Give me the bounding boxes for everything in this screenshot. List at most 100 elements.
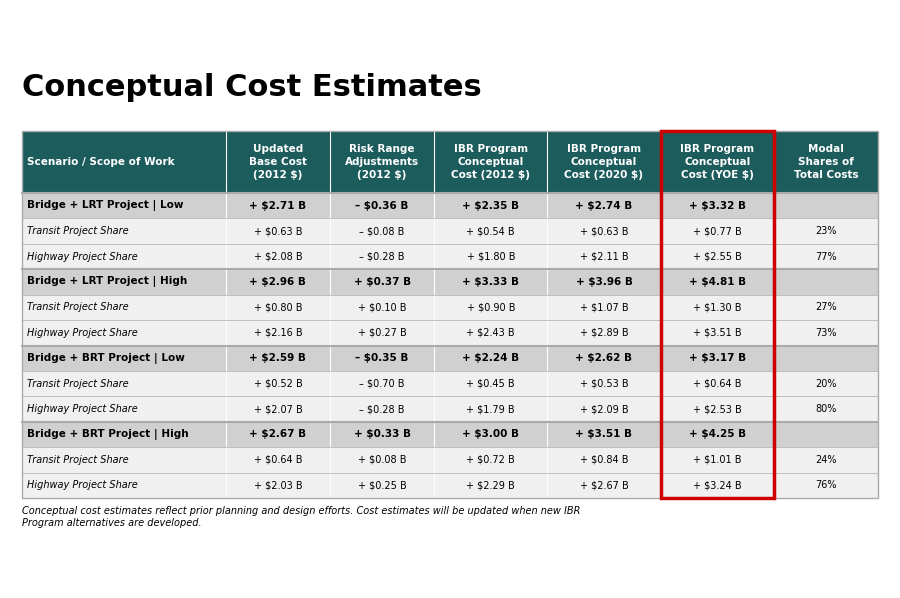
Bar [22,131,878,498]
Text: + $2.89 B: + $2.89 B [580,328,628,338]
Text: Scenario / Scope of Work: Scenario / Scope of Work [27,157,175,167]
Text: – $0.28 B: – $0.28 B [359,252,405,261]
Text: + $0.37 B: + $0.37 B [354,277,410,287]
Text: + $3.24 B: + $3.24 B [693,480,742,490]
Text: + $0.64 B: + $0.64 B [693,379,742,389]
Text: + $2.09 B: + $2.09 B [580,404,628,414]
Text: + $2.08 B: + $2.08 B [254,252,302,261]
Bar [661,131,774,498]
Bar [22,422,878,447]
Text: + $2.96 B: + $2.96 B [249,277,306,287]
Text: + $0.53 B: + $0.53 B [580,379,628,389]
Text: Washington State: Washington State [153,568,215,574]
Bar [22,218,878,244]
Text: Bridge + BRT Project | High: Bridge + BRT Project | High [27,429,189,440]
Text: Highway Project Share: Highway Project Share [27,252,138,261]
Text: + $0.25 B: + $0.25 B [357,480,407,490]
Text: Highway Project Share: Highway Project Share [27,404,138,414]
Text: 27%: 27% [815,303,837,312]
Text: Highway Project Share: Highway Project Share [27,328,138,338]
Text: of Transportation: of Transportation [48,35,113,44]
Text: Conceptual cost estimates reflect prior planning and design efforts. Cost estima: Conceptual cost estimates reflect prior … [22,506,580,527]
Text: + $0.77 B: + $0.77 B [693,226,742,236]
Text: + $0.33 B: + $0.33 B [354,429,410,440]
Text: 24%: 24% [815,455,837,465]
Text: 77%: 77% [815,252,837,261]
Bar [22,371,878,396]
Text: + $2.16 B: + $2.16 B [254,328,302,338]
Text: + $4.81 B: + $4.81 B [688,277,746,287]
Text: – $0.70 B: – $0.70 B [359,379,405,389]
Text: Modal
Shares of
Total Costs: Modal Shares of Total Costs [794,144,859,180]
Bar [22,244,878,269]
Text: + $0.63 B: + $0.63 B [254,226,302,236]
Text: + $2.67 B: + $2.67 B [249,429,307,440]
Bar [22,447,878,472]
Text: IBR Program
Conceptual
Cost (2020 $): IBR Program Conceptual Cost (2020 $) [564,144,643,180]
Text: + $0.10 B: + $0.10 B [358,303,406,312]
Text: Department: Department [40,572,78,577]
Text: Conceptual Cost Estimates: Conceptual Cost Estimates [22,73,482,102]
Text: + $1.30 B: + $1.30 B [693,303,742,312]
Bar [22,320,878,346]
Text: 6: 6 [876,10,885,24]
Text: – $0.28 B: – $0.28 B [359,404,405,414]
Text: Transit Project Share: Transit Project Share [27,226,129,236]
Text: + $3.51 B: + $3.51 B [575,429,633,440]
Text: Bridge + LRT Project | High: Bridge + LRT Project | High [27,276,187,288]
Text: + $2.03 B: + $2.03 B [254,480,302,490]
Text: + $1.79 B: + $1.79 B [466,404,515,414]
Text: + $2.67 B: + $2.67 B [580,480,628,490]
Text: Oregon: Oregon [48,17,76,26]
Text: Department of Transportation: Department of Transportation [153,577,256,583]
Text: + $2.62 B: + $2.62 B [575,353,633,363]
Text: + $0.27 B: + $0.27 B [357,328,407,338]
Text: + $1.80 B: + $1.80 B [466,252,515,261]
Bar [22,295,878,320]
Text: 73%: 73% [815,328,837,338]
Bar [22,346,878,371]
Text: + $1.07 B: + $1.07 B [580,303,628,312]
Text: Highway Project Share: Highway Project Share [27,480,138,490]
Text: 7: 7 [877,569,885,583]
Text: + $2.07 B: + $2.07 B [254,404,302,414]
Text: + $2.55 B: + $2.55 B [693,252,742,261]
Text: Department of Transportation: Department of Transportation [185,29,320,38]
Text: Transit Project Share: Transit Project Share [27,455,129,465]
Text: Risk Range
Adjustments
(2012 $): Risk Range Adjustments (2012 $) [345,144,419,180]
Text: + $2.24 B: + $2.24 B [463,353,519,363]
Text: – $0.36 B: – $0.36 B [356,201,409,210]
Text: + $2.53 B: + $2.53 B [693,404,742,414]
Text: + $2.71 B: + $2.71 B [249,201,307,210]
Text: Washington State: Washington State [185,17,266,26]
Text: Oregon: Oregon [40,565,63,570]
Text: IBR Program
Conceptual
Cost (YOE $): IBR Program Conceptual Cost (YOE $) [680,144,754,180]
Text: Updated
Base Cost
(2012 $): Updated Base Cost (2012 $) [249,144,307,180]
Text: + $2.59 B: + $2.59 B [249,353,306,363]
Text: 20%: 20% [815,379,837,389]
Text: 23%: 23% [815,226,837,236]
Text: IBR Program
Conceptual
Cost (2012 $): IBR Program Conceptual Cost (2012 $) [451,144,530,180]
Text: Bridge + BRT Project | Low: Bridge + BRT Project | Low [27,353,184,364]
Text: Transit Project Share: Transit Project Share [27,379,129,389]
Text: – $0.35 B: – $0.35 B [356,353,409,363]
Text: + $2.74 B: + $2.74 B [575,201,633,210]
Text: + $3.17 B: + $3.17 B [688,353,746,363]
Text: + $0.64 B: + $0.64 B [254,455,302,465]
Text: Transit Project Share: Transit Project Share [27,303,129,312]
Text: + $0.84 B: + $0.84 B [580,455,628,465]
Text: + $0.90 B: + $0.90 B [466,303,515,312]
Bar [22,269,878,295]
Text: Department: Department [48,26,94,35]
Text: + $0.63 B: + $0.63 B [580,226,628,236]
Text: + $0.80 B: + $0.80 B [254,303,302,312]
Text: of Transportation: of Transportation [40,579,94,584]
Text: + $3.96 B: + $3.96 B [576,277,633,287]
Text: 76%: 76% [815,480,837,490]
Text: + $0.52 B: + $0.52 B [254,379,302,389]
Text: Bridge + LRT Project | Low: Bridge + LRT Project | Low [27,200,184,211]
Text: + $0.08 B: + $0.08 B [358,455,406,465]
Bar [22,131,878,193]
Text: + $3.32 B: + $3.32 B [688,201,746,210]
Text: + $4.25 B: + $4.25 B [688,429,746,440]
